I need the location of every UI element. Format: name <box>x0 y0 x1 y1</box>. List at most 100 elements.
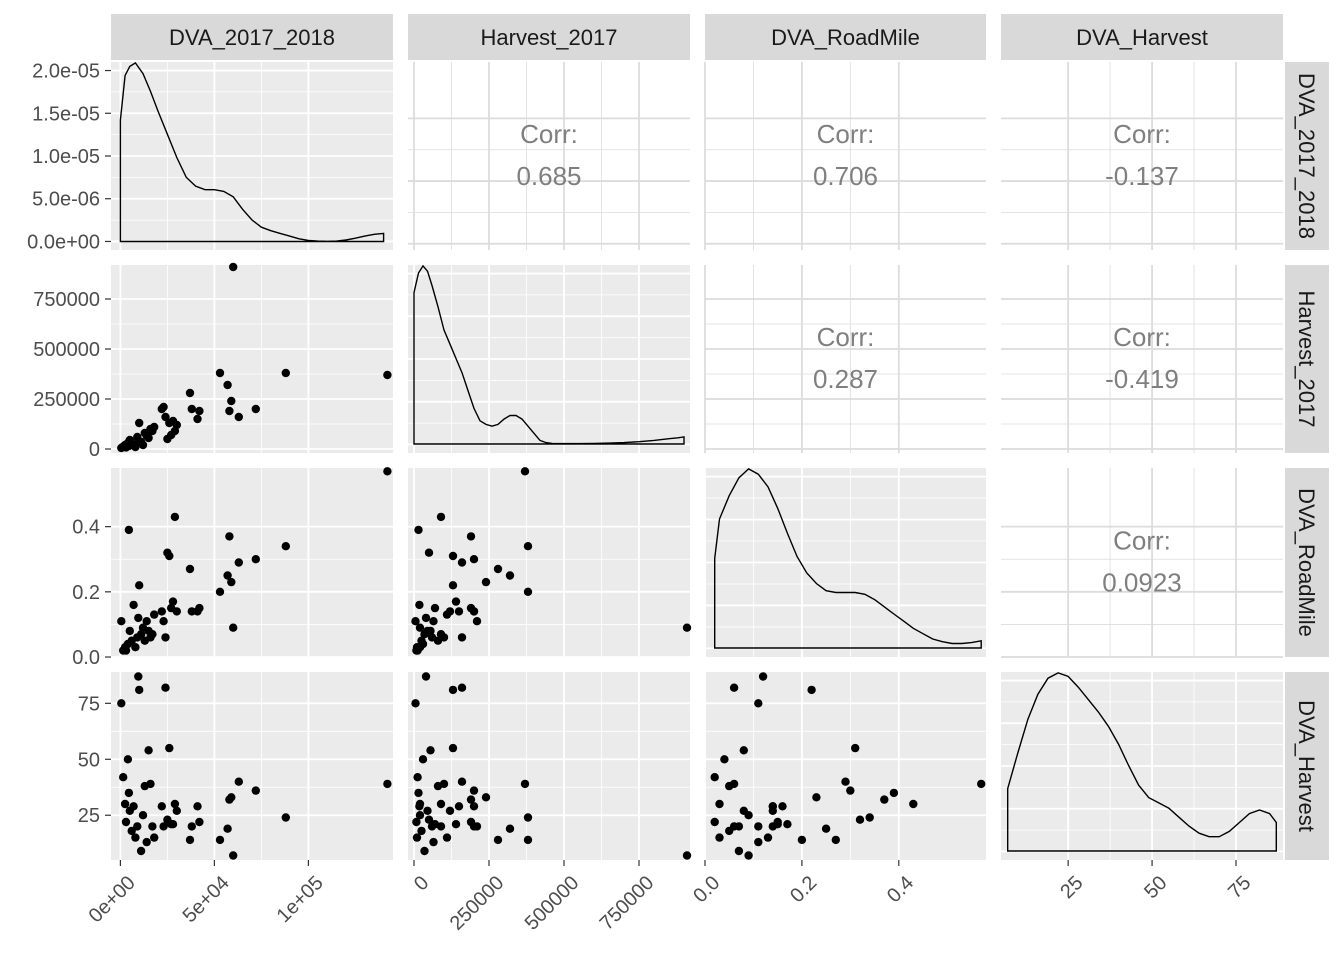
data-point <box>763 833 773 842</box>
data-point <box>148 630 157 639</box>
data-point <box>715 833 724 842</box>
data-point <box>430 820 440 829</box>
data-point <box>466 603 476 613</box>
panel-background <box>1001 468 1283 657</box>
x-tick-label: 0.4 <box>883 872 918 907</box>
panel-background <box>705 265 986 453</box>
data-point <box>251 555 260 564</box>
corr-label: Corr: <box>1113 119 1171 149</box>
strip-background <box>1285 265 1329 453</box>
data-point <box>383 370 392 380</box>
panel-dva-roadmile-vs-dva-harvest: Corr: 0.0923 <box>1001 468 1283 658</box>
data-point <box>523 813 533 822</box>
data-point <box>754 837 763 847</box>
corr-label: Corr: <box>1113 526 1171 556</box>
x-tick-label: 250000 <box>446 872 509 935</box>
data-point <box>281 542 290 551</box>
data-point <box>436 512 446 522</box>
corr-value: -0.137 <box>1105 161 1179 191</box>
data-point <box>187 404 196 414</box>
strip-background <box>408 14 690 60</box>
data-point <box>138 440 148 450</box>
data-point <box>418 755 428 764</box>
data-point <box>466 795 476 804</box>
data-point <box>469 555 479 564</box>
data-point <box>436 630 446 639</box>
panel-background <box>111 265 393 453</box>
data-point <box>448 743 458 753</box>
data-point <box>448 685 458 695</box>
data-point <box>451 820 461 829</box>
data-point <box>841 777 850 786</box>
data-point <box>520 467 530 476</box>
x-tick-label: 75 <box>1224 872 1255 903</box>
x-tick-label: 750000 <box>596 872 659 935</box>
data-point <box>129 802 138 811</box>
strip-label: Harvest_2017 <box>481 25 618 50</box>
data-point <box>117 699 126 708</box>
data-point <box>442 833 452 842</box>
data-point <box>865 813 874 822</box>
data-point <box>168 820 178 829</box>
data-point <box>159 402 168 412</box>
panel-background <box>1001 62 1283 250</box>
data-point <box>414 788 423 798</box>
data-point <box>472 617 482 626</box>
strip-top-harvest-2017: Harvest_2017 <box>408 14 690 60</box>
data-point <box>234 558 243 567</box>
data-point <box>466 817 476 827</box>
y-axis-dva-2017-2018: 0.0e+00 5.0e-06 1.0e-05 1.5e-05 2.0e-05 <box>27 61 111 253</box>
data-point <box>424 548 434 557</box>
panel-dva-roadmile-vs-dva-2017-2018 <box>111 467 393 658</box>
data-point <box>768 802 777 811</box>
y-tick-label: 250000 <box>33 389 100 411</box>
y-tick-label: 25 <box>78 805 100 827</box>
data-point <box>117 617 126 626</box>
data-point <box>445 607 455 616</box>
x-tick-label: 0 <box>410 872 433 895</box>
data-point <box>739 746 748 755</box>
y-tick-label: 0.4 <box>72 517 100 539</box>
data-point <box>457 633 467 642</box>
data-point <box>505 824 515 833</box>
panel-harvest-2017-vs-dva-2017-2018 <box>111 262 393 453</box>
corr-value: 0.685 <box>516 161 581 191</box>
data-point <box>225 532 234 541</box>
data-point <box>150 833 159 842</box>
data-point <box>170 512 180 522</box>
data-point <box>421 613 431 623</box>
corr-label: Corr: <box>1113 322 1171 352</box>
data-point <box>125 626 134 636</box>
strip-label: Harvest_2017 <box>1294 291 1319 428</box>
data-point <box>135 685 144 695</box>
data-point <box>439 779 449 789</box>
data-point <box>445 806 455 815</box>
y-tick-label: 2.0e-05 <box>32 61 100 83</box>
data-point <box>821 824 831 833</box>
data-point <box>185 835 195 845</box>
y-axis-dva-harvest: 25 50 75 <box>78 693 111 827</box>
data-point <box>129 600 138 610</box>
data-point <box>457 683 467 692</box>
data-point <box>429 617 438 626</box>
data-point <box>227 396 236 406</box>
data-point <box>195 817 204 827</box>
data-point <box>412 643 422 652</box>
x-tick-label: 500000 <box>521 872 584 935</box>
strip-right-dva-roadmile: DVA_RoadMile <box>1285 468 1329 657</box>
data-point <box>797 835 807 845</box>
y-axis-harvest-2017: 0 250000 500000 750000 <box>33 289 111 461</box>
data-point <box>415 802 424 811</box>
data-point <box>426 746 435 755</box>
data-point <box>144 746 153 755</box>
data-point <box>131 643 140 652</box>
y-tick-label: 50 <box>78 749 100 771</box>
data-point <box>185 564 195 574</box>
x-tick-label: 0e+00 <box>85 872 140 927</box>
data-point <box>880 795 889 804</box>
data-point <box>812 793 821 802</box>
data-point <box>520 779 530 789</box>
data-point <box>855 815 865 824</box>
data-point <box>123 755 133 764</box>
data-point <box>157 802 166 811</box>
